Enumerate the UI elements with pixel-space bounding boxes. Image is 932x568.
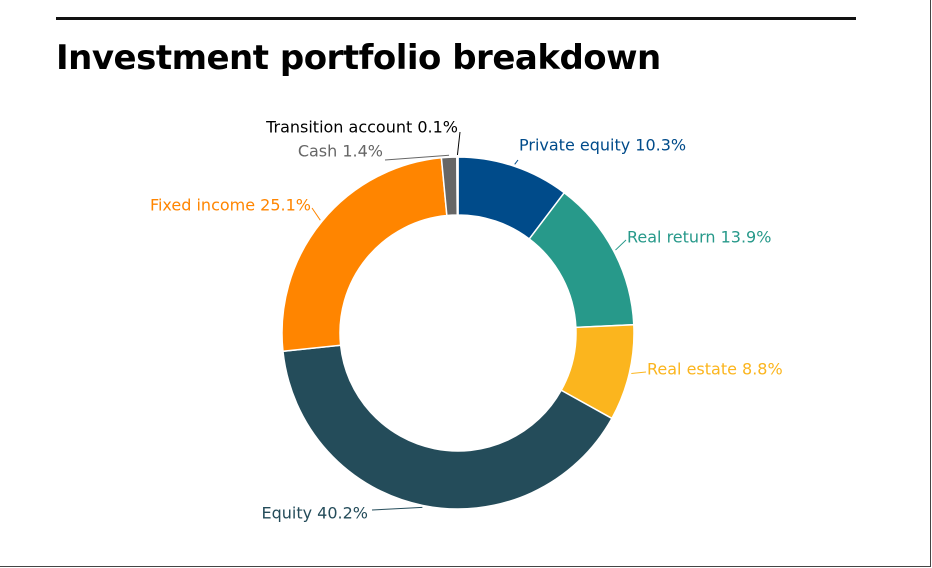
leader-transition-account <box>456 131 461 156</box>
label-real-return: Real return 13.9% <box>627 228 771 247</box>
label-fixed-income: Fixed income 25.1% <box>150 196 311 215</box>
leader-equity <box>371 506 423 511</box>
slice-equity <box>282 344 613 510</box>
slice-fixed-income <box>281 156 448 353</box>
leader-cash <box>384 154 450 161</box>
labels-group: Private equity 10.3% Real return 13.9% Rea… <box>150 118 783 523</box>
top-rule <box>56 17 856 20</box>
leader-private-equity <box>514 159 519 165</box>
slice-transition-account <box>456 156 459 216</box>
label-real-estate: Real estate 8.8% <box>647 360 783 379</box>
leader-real-return <box>615 239 627 251</box>
chart-title: Investment portfolio breakdown <box>56 38 661 78</box>
label-private-equity: Private equity 10.3% <box>519 136 686 155</box>
label-transition-account: Transition account 0.1% <box>265 118 458 137</box>
slices-group <box>281 156 635 510</box>
label-equity: Equity 40.2% <box>261 504 368 523</box>
leader-real-estate <box>631 371 647 375</box>
label-cash: Cash 1.4% <box>298 142 383 161</box>
leader-fixed-income <box>311 207 321 221</box>
leader-lines-group <box>311 131 647 511</box>
